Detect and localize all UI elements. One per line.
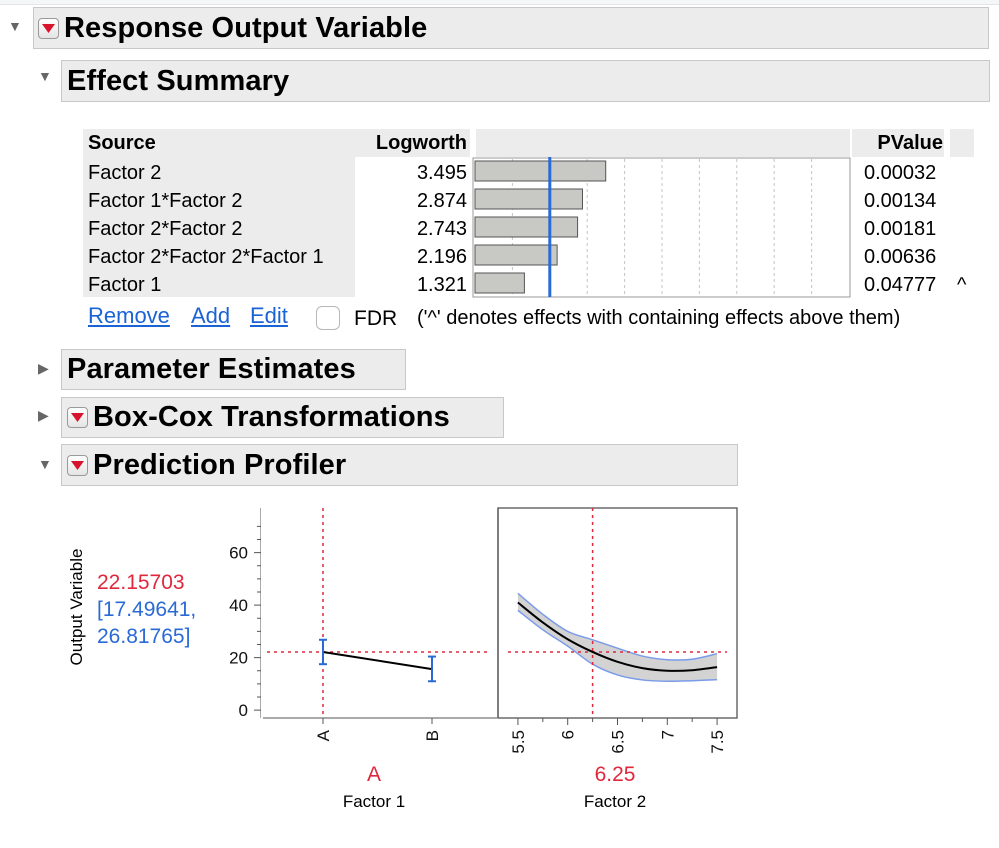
predicted-value: 22.15703 [97,571,185,594]
factor2-confidence-band [517,593,718,682]
response-outline-header[interactable]: Response Output Variable [33,7,989,49]
bar-column-header [476,129,850,157]
effect-summary-outline-header[interactable]: Effect Summary [61,60,990,102]
factor1-x-tick-label: B [423,730,442,741]
parameter-estimates-title: Parameter Estimates [67,353,356,385]
source-column-background [83,157,355,297]
source-column-header: Source [83,129,355,157]
pvalue-cell: 0.00032 [864,162,937,184]
factor2-x-tick-label: 6.5 [609,730,628,754]
factor2-prediction-curve [517,601,718,672]
containing-effects-note: ('^' denotes effects with containing eff… [417,307,901,329]
profiler-title: Prediction Profiler [93,448,347,481]
red-triangle-menu-icon[interactable] [67,407,88,428]
logworth-cell: 2.196 [416,246,467,268]
factor2-x-tick-label: 6 [559,730,578,739]
pvalue-cell: 0.00134 [864,190,937,212]
add-button[interactable]: Add [191,303,231,328]
flag-cell: ^ [957,274,967,296]
logworth-column-header: Logworth [355,129,470,157]
pvalue-cell: 0.04777 [864,274,937,296]
factor1-panel [261,508,497,718]
source-cell: Factor 1*Factor 2 [88,190,243,212]
logworth-cell: 1.321 [416,274,467,296]
logworth-bar [474,216,579,238]
fdr-label: FDR [354,307,398,330]
logworth-bar-chart [472,157,851,298]
parameter-estimates-outline-header[interactable]: Parameter Estimates [61,349,406,390]
factor2-lower-confidence-curve [517,609,718,683]
y-axis-label: Output Variable [67,548,86,666]
factor2-upper-confidence-curve [517,592,718,661]
disclosure-parameter-estimates-icon[interactable]: ▶ [38,360,49,376]
confidence-interval-upper: 26.81765] [97,625,191,648]
logworth-bar [474,160,607,182]
box-cox-outline-header[interactable]: Box-Cox Transformations [61,397,504,438]
prediction-profiler-plot: 0 20 40 60 A B 5.5 6 6.5 7 7.5 [229,507,738,754]
logworth-bar [474,188,583,210]
pvalue-cell: 0.00636 [864,246,937,268]
source-cell: Factor 2 [88,162,162,184]
response-title: Response Output Variable [64,11,428,44]
y-tick-label: 40 [229,596,248,615]
flag-column-header [950,129,974,157]
y-tick-label: 0 [239,701,248,720]
logworth-bar [474,244,558,266]
red-triangle-menu-icon[interactable] [38,17,59,39]
factor1-x-tick-label: A [314,729,333,741]
logworth-cell: 2.743 [416,218,467,240]
disclosure-response-icon[interactable]: ▼ [8,18,22,34]
pvalue-cell: 0.00181 [864,218,937,240]
effect-summary-title: Effect Summary [67,64,290,97]
confidence-interval-lower: [17.49641, [97,598,197,621]
factor1-prediction-line [322,650,433,671]
disclosure-profiler-icon[interactable]: ▼ [38,456,52,472]
remove-button[interactable]: Remove [88,303,170,328]
window-top-edge [0,0,999,5]
source-cell: Factor 1 [88,274,162,296]
y-tick-label: 60 [229,544,248,563]
fdr-checkbox[interactable] [316,306,340,330]
logworth-bar [474,272,525,294]
disclosure-effect-summary-icon[interactable]: ▼ [38,68,52,84]
box-cox-title: Box-Cox Transformations [93,401,450,433]
profiler-outline-header[interactable]: Prediction Profiler [61,444,738,486]
source-cell: Factor 2*Factor 2 [88,218,243,240]
factor2-x-tick-label: 7 [658,730,677,739]
factor2-x-tick-label: 7.5 [708,730,727,754]
logworth-cell: 2.874 [416,190,467,212]
disclosure-box-cox-icon[interactable]: ▶ [38,407,49,423]
pvalue-column-header: PValue [852,129,944,157]
y-tick-label: 20 [229,649,248,668]
red-triangle-menu-icon[interactable] [67,454,88,476]
edit-button[interactable]: Edit [250,303,288,328]
logworth-cell: 3.495 [416,162,467,184]
source-cell: Factor 2*Factor 2*Factor 1 [88,246,324,268]
factor2-x-tick-label: 5.5 [509,730,528,754]
